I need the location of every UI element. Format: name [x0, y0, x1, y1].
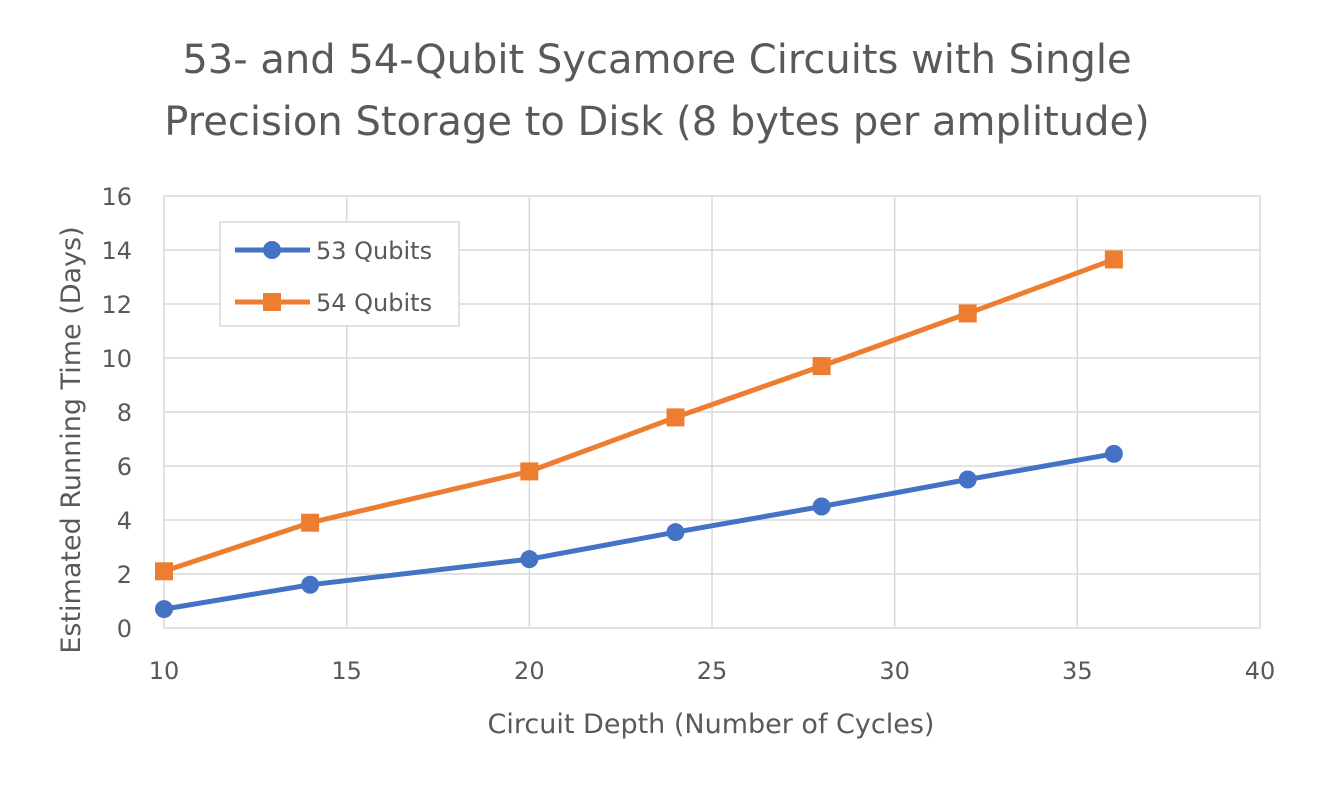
y-tick-label: 16 — [101, 183, 132, 211]
data-point — [958, 470, 977, 489]
data-point — [812, 357, 831, 376]
series-1 — [155, 444, 1123, 619]
legend: 53 Qubits 54 Qubits — [219, 221, 460, 327]
data-point — [301, 513, 320, 532]
y-tick-label: 8 — [117, 399, 132, 427]
legend-marker — [263, 293, 281, 311]
y-tick-label: 10 — [101, 345, 132, 373]
y-tick-label: 6 — [117, 453, 132, 481]
x-tick-label: 25 — [697, 657, 728, 685]
chart-title: 53- and 54-Qubit Sycamore Circuits with … — [164, 37, 1150, 145]
y-axis-title: Estimated Running Time (Days) — [56, 226, 87, 653]
data-point — [520, 550, 539, 569]
data-point — [1104, 444, 1123, 463]
x-tick-label: 20 — [514, 657, 545, 685]
x-axis-title: Circuit Depth (Number of Cycles) — [488, 709, 935, 740]
legend-item: 54 Qubits — [235, 289, 432, 317]
x-tick-label: 10 — [149, 657, 180, 685]
series-group — [155, 250, 1123, 619]
y-tick-label: 12 — [101, 291, 132, 319]
data-point — [666, 408, 685, 427]
y-tick-label: 4 — [117, 507, 132, 535]
data-point — [812, 497, 831, 516]
legend-item: 53 Qubits — [235, 237, 432, 265]
data-point — [155, 600, 173, 619]
data-point — [155, 562, 173, 581]
data-point — [520, 462, 539, 481]
chart-title-line-2: Precision Storage to Disk (8 bytes per a… — [164, 99, 1150, 145]
x-tick-label: 15 — [331, 657, 362, 685]
x-tick-label: 40 — [1245, 657, 1276, 685]
legend-label: 53 Qubits — [316, 237, 432, 265]
legend-marker — [263, 241, 281, 259]
legend-box — [219, 221, 460, 327]
x-tick-label: 30 — [879, 657, 910, 685]
x-tick-labels: 10 15 20 25 30 35 40 — [149, 657, 1276, 685]
data-point — [958, 304, 977, 323]
x-tick-label: 35 — [1062, 657, 1093, 685]
y-tick-labels: 0 2 4 6 8 10 12 14 16 — [101, 183, 132, 643]
data-point — [666, 523, 685, 542]
series-2 — [155, 250, 1123, 581]
y-tick-label: 0 — [117, 615, 132, 643]
y-tick-label: 2 — [117, 561, 132, 589]
data-point — [301, 575, 320, 594]
y-tick-label: 14 — [101, 237, 132, 265]
chart-title-line-1: 53- and 54-Qubit Sycamore Circuits with … — [182, 37, 1131, 83]
data-point — [1104, 250, 1123, 269]
legend-label: 54 Qubits — [316, 289, 432, 317]
